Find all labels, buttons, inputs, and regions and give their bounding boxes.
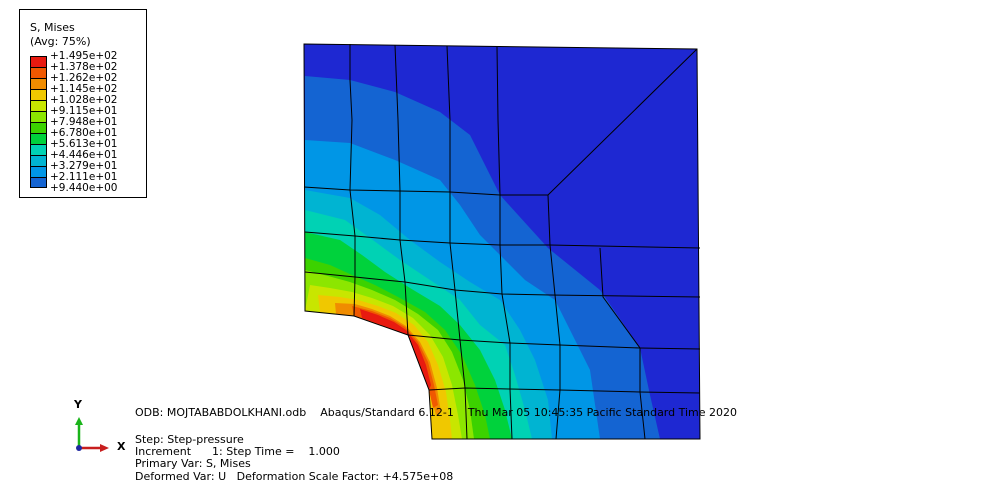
legend-swatch (30, 166, 47, 177)
legend-value-label: +1.262e+02 (50, 72, 118, 84)
mesh-lines (303, 43, 701, 440)
legend-value-label: +1.145e+02 (50, 83, 118, 95)
legend-title: S, Mises (30, 21, 75, 34)
legend-value-label: +1.495e+02 (50, 50, 118, 62)
odb-info-line: ODB: MOJTABABDOLKHANI.odb Abaqus/Standar… (135, 406, 738, 419)
increment-info-line: Increment 1: Step Time = 1.000 (135, 445, 340, 458)
legend-swatch (30, 100, 47, 111)
legend-swatch (30, 155, 47, 166)
legend-value-label: +7.948e+01 (50, 116, 118, 128)
legend-value-label: +4.446e+01 (50, 149, 118, 161)
legend-swatch (30, 133, 47, 144)
contour-band-9 (318, 295, 452, 439)
legend-color-bar (30, 56, 47, 188)
legend-value-labels: +1.495e+02 +1.378e+02 +1.262e+02 +1.145e+02… (50, 51, 117, 194)
legend-value-label: +9.115e+01 (50, 105, 118, 117)
legend-value-label: +1.028e+02 (50, 94, 118, 106)
contour-legend: S, Mises (Avg: 75%) +1.495e+02 +1.378e+02… (19, 9, 147, 198)
legend-value-label: +5.613e+01 (50, 138, 118, 150)
contour-plot (304, 44, 700, 439)
legend-swatch (30, 177, 47, 188)
legend-swatch (30, 89, 47, 100)
legend-value-label: +1.378e+02 (50, 61, 118, 73)
legend-swatch (30, 78, 47, 89)
primary-var-line: Primary Var: S, Mises (135, 457, 251, 470)
step-info-line: Step: Step-pressure (135, 433, 244, 446)
legend-swatch (30, 122, 47, 133)
legend-value-label: +6.780e+01 (50, 127, 118, 139)
legend-value-label: +3.279e+01 (50, 160, 118, 172)
legend-swatch (30, 56, 47, 67)
legend-value-label: +9.440e+00 (50, 182, 118, 194)
legend-swatch (30, 144, 47, 155)
legend-swatch (30, 111, 47, 122)
triad-y-label: Y (74, 398, 82, 411)
coordinate-triad-icon (75, 417, 109, 452)
legend-value-label: +2.111e+01 (50, 171, 118, 183)
deformed-var-line: Deformed Var: U Deformation Scale Factor… (135, 470, 454, 483)
legend-subtitle: (Avg: 75%) (30, 35, 91, 48)
triad-x-label: X (117, 440, 126, 453)
legend-swatch (30, 67, 47, 78)
contour-band-12 (360, 309, 431, 390)
